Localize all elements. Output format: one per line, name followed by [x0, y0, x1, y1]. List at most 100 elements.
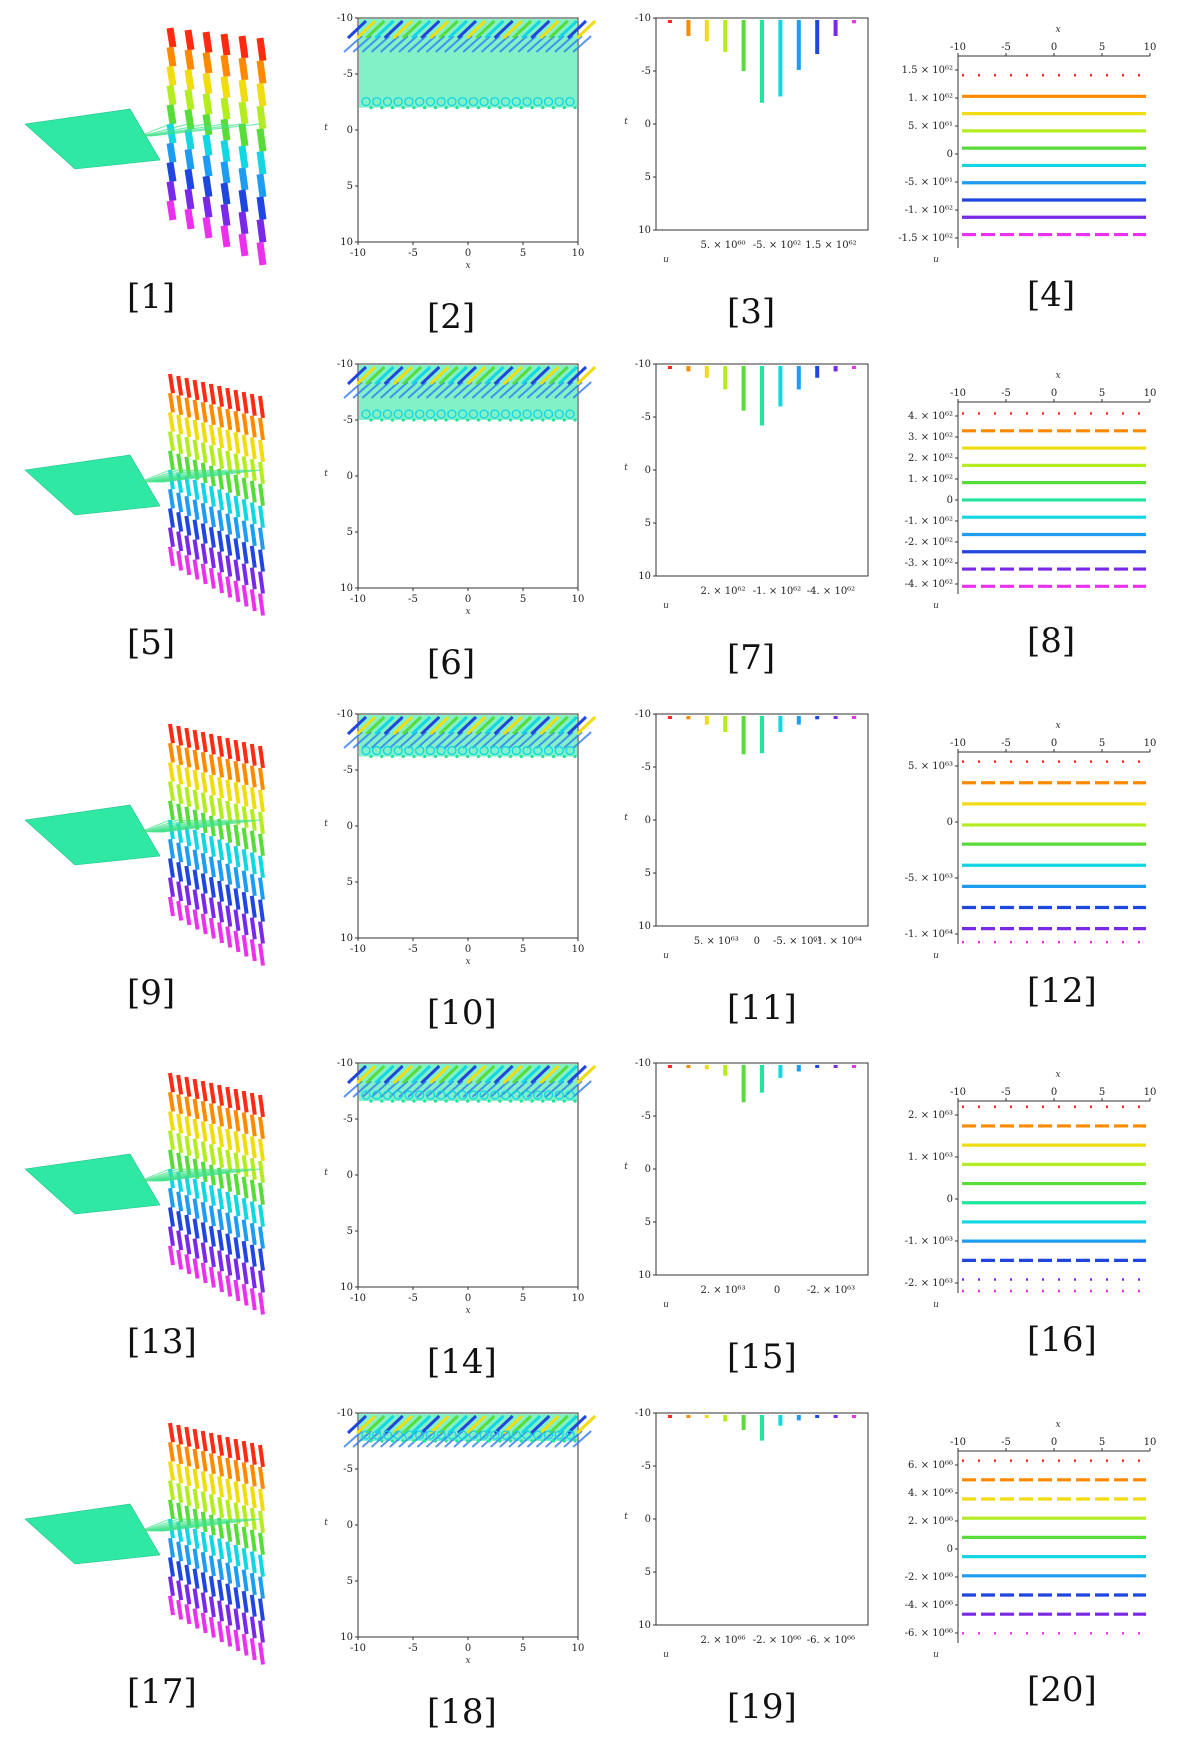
- contour-streak: [401, 1064, 423, 1085]
- contour-dot: [361, 745, 371, 756]
- surface-spike: [147, 1430, 208, 1634]
- y-tick-label: -4. × 10⁶²: [905, 579, 953, 590]
- x-tick-label: -5: [1001, 388, 1011, 399]
- contour-streak: [392, 715, 413, 736]
- contour-dot: [380, 1099, 384, 1103]
- contour-dot: [500, 409, 511, 419]
- panel-caption: [20]: [1027, 1670, 1097, 1710]
- contour-dot: [382, 1430, 393, 1440]
- x-tick-label: 5: [1099, 388, 1105, 399]
- contour-streak: [438, 19, 459, 40]
- contour-streak: [484, 1414, 505, 1435]
- contour-streak: [535, 731, 556, 749]
- contour-dot: [369, 754, 373, 759]
- contour-dot: [468, 409, 479, 419]
- x-tick-label: 0: [1051, 738, 1057, 749]
- contour-dot: [457, 745, 468, 756]
- surface-spike: [151, 385, 225, 594]
- contour-streak: [576, 1064, 597, 1085]
- y-tick-label: -5. × 10⁶³: [905, 873, 953, 884]
- y-tick-label: 5: [347, 1576, 353, 1587]
- contour-streak: [517, 35, 537, 53]
- contour-dot: [511, 1430, 521, 1440]
- contour-dot: [573, 106, 577, 110]
- contour-streak: [493, 365, 514, 386]
- x-axis-label: x: [1055, 371, 1060, 381]
- contour-dot: [369, 418, 373, 422]
- panel-18: -10 -5 0 5 10 -10 -5 0 5 10 x t [18]: [318, 1405, 597, 1745]
- surface-spike: [149, 37, 267, 266]
- contour-dot: [551, 754, 556, 759]
- contour-dot: [372, 745, 382, 756]
- y-tick-label: 5: [645, 1217, 651, 1228]
- contour-streak: [484, 1064, 505, 1085]
- contour-streak: [511, 19, 533, 40]
- contour-streak: [346, 1414, 368, 1435]
- panel-caption: [10]: [427, 993, 497, 1033]
- contour-dot: [380, 754, 384, 759]
- surface-spike: [145, 1428, 200, 1629]
- contour-streak: [471, 731, 491, 749]
- x-tick-label: 5: [520, 594, 526, 605]
- contour-streak: [566, 365, 588, 386]
- contour-streak: [466, 19, 487, 40]
- contour-streak: [447, 1064, 468, 1085]
- contour-dot: [479, 409, 489, 419]
- surface-spike: [139, 1072, 175, 1266]
- contour-dot: [519, 418, 523, 422]
- contour-streak: [502, 715, 523, 736]
- x-tick-label: 0: [1051, 42, 1057, 53]
- contour-streak: [545, 1080, 565, 1098]
- x-tick-label: 2. × 10⁶⁶: [700, 1635, 745, 1646]
- contour-streak: [435, 35, 455, 53]
- contour-streak: [490, 1080, 510, 1098]
- contour-dot: [361, 409, 371, 419]
- surface-spike: [157, 391, 249, 607]
- contour-streak: [557, 365, 578, 386]
- drop-bar: [778, 20, 783, 97]
- contour-streak: [539, 1064, 560, 1085]
- x-tick-label: 5: [1099, 738, 1105, 749]
- contour-streak: [490, 381, 510, 399]
- contour-dot: [551, 106, 556, 110]
- contour-dot: [541, 418, 545, 422]
- y-tick-label: -5: [641, 412, 651, 423]
- contour-dot: [476, 754, 480, 759]
- y-tick-label: 0: [645, 1514, 651, 1525]
- y-tick-label: 0: [645, 1164, 651, 1175]
- contour-streak: [365, 1064, 386, 1085]
- y-tick-label: 10: [340, 237, 353, 248]
- surface-spike: [143, 31, 213, 239]
- contour-dot: [508, 1099, 513, 1103]
- contour-streak: [392, 1414, 413, 1435]
- x-axis-label: u: [663, 951, 669, 961]
- contour-streak: [521, 1414, 542, 1435]
- contour-dot: [487, 754, 491, 759]
- surface-spike: [145, 1078, 200, 1279]
- contour-dot: [522, 745, 532, 756]
- contour-streak: [576, 19, 597, 40]
- contour-dot: [490, 745, 500, 756]
- contour-dot: [436, 96, 446, 107]
- contour-streak: [401, 365, 423, 386]
- drop-bar: [723, 366, 728, 390]
- y-tick-label: 0: [347, 125, 353, 136]
- contour-streak: [425, 731, 446, 749]
- x-tick-label: 0: [1051, 1087, 1057, 1098]
- contour-dot: [487, 1439, 491, 1443]
- contour-band: [343, 1414, 597, 1448]
- contour-streak: [502, 1064, 523, 1085]
- y-tick-label: 1. × 10⁶²: [908, 474, 953, 485]
- contour-streak: [572, 35, 592, 53]
- drop-bar: [686, 20, 691, 37]
- contour-streak: [444, 731, 464, 749]
- contour-streak: [420, 365, 441, 386]
- contour-dot: [551, 1099, 556, 1103]
- contour-streak: [517, 731, 537, 749]
- contour-streak: [370, 1080, 391, 1098]
- surface-spike: [139, 373, 175, 567]
- y-tick-label: 0: [347, 1170, 353, 1181]
- y-tick-label: 10: [638, 571, 651, 582]
- panel-caption: [7]: [727, 638, 776, 678]
